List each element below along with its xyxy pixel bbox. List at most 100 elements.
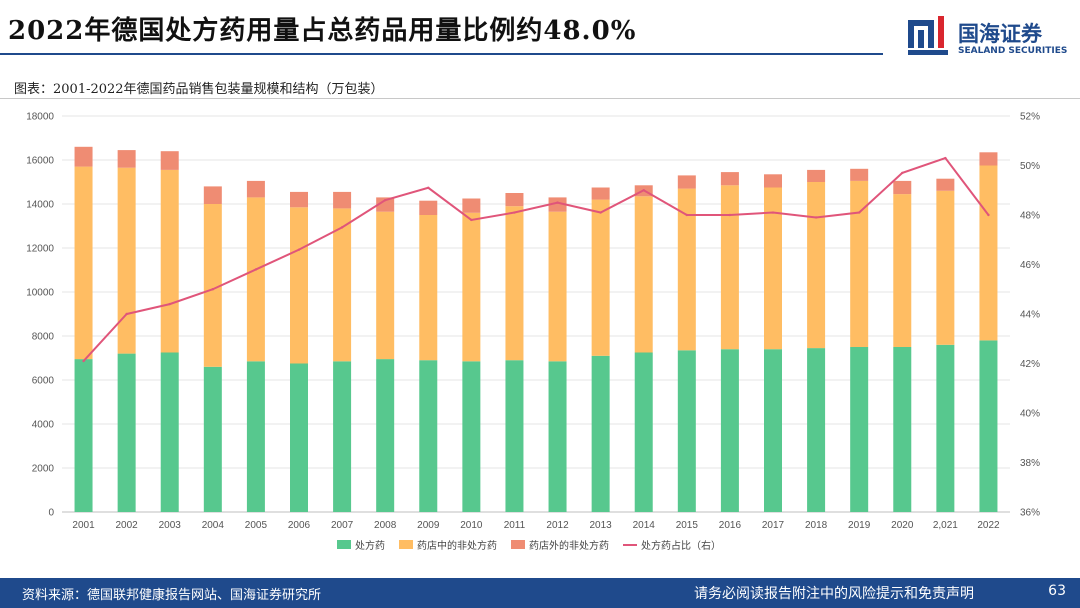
bar-rx-2017: [764, 349, 782, 512]
bar-rx-2009: [419, 360, 438, 512]
left-axis-tick-label: 18000: [26, 112, 54, 123]
bar-rx-2022: [979, 340, 998, 512]
x-axis-tick-label: 2011: [504, 520, 526, 531]
right-axis-tick-label: 48%: [1020, 211, 1040, 222]
footer-bar: 资料来源：德国联邦健康报告网站、国海证券研究所 请务必阅读报告附注中的风险提示和…: [0, 578, 1080, 608]
legend-label: 处方药占比（右）: [641, 539, 721, 552]
bar-otc-outside-2009: [419, 200, 438, 215]
bar-otc-pharmacy-2011: [505, 206, 524, 361]
bar-otc-pharmacy-2017: [764, 187, 782, 350]
x-axis-tick-label: 2006: [288, 520, 311, 531]
legend-swatch: [511, 540, 525, 549]
bar-otc-pharmacy-2006: [290, 207, 308, 364]
bar-otc-pharmacy-2014: [634, 196, 653, 353]
bar-otc-pharmacy-2012: [548, 211, 567, 362]
x-axis-tick-label: 2020: [891, 520, 914, 531]
x-axis-tick-label: 2003: [159, 520, 182, 531]
ratio-point-2005: [254, 268, 258, 271]
bar-rx-2010: [462, 361, 481, 512]
x-axis-tick-label: 2016: [719, 520, 742, 531]
right-axis-tick-label: 36%: [1020, 508, 1040, 519]
ratio-point-2007: [340, 226, 344, 229]
bar-rx-2013: [591, 355, 610, 512]
x-axis-tick-label: 2002: [116, 520, 139, 531]
right-axis-tick-label: 42%: [1020, 359, 1040, 370]
ratio-point-2019: [857, 211, 861, 214]
x-axis-tick-label: 2017: [762, 520, 785, 531]
title-divider: [0, 53, 883, 55]
legend-swatch: [337, 540, 351, 549]
bar-rx-2015: [677, 350, 696, 512]
left-axis-tick-label: 6000: [32, 376, 55, 387]
ratio-point-2020: [901, 171, 904, 175]
bar-otc-outside-2008: [376, 197, 395, 212]
bar-otc-outside-2015: [677, 175, 696, 189]
bar-rx-2,021: [936, 344, 955, 512]
page-number: 63: [1048, 583, 1066, 599]
left-axis-tick-label: 12000: [26, 244, 54, 255]
right-axis-tick-label: 50%: [1020, 161, 1040, 172]
bar-rx-2012: [548, 361, 567, 512]
x-axis-tick-label: 2012: [546, 520, 569, 531]
bar-otc-pharmacy-2018: [807, 182, 826, 349]
x-axis-tick-label: 2014: [633, 520, 656, 531]
bar-otc-outside-2013: [591, 187, 610, 200]
ratio-point-2012: [556, 201, 559, 204]
legend-swatch: [399, 540, 413, 549]
right-axis-tick-label: 52%: [1020, 112, 1040, 123]
right-axis-tick-label: 40%: [1020, 409, 1040, 420]
bar-otc-outside-2005: [246, 180, 265, 198]
x-axis-tick-label: 2018: [805, 520, 828, 531]
bar-otc-outside-2010: [462, 198, 481, 213]
bar-otc-outside-2022: [979, 152, 998, 166]
ratio-line: [82, 156, 990, 362]
ratio-point-2003: [168, 302, 171, 306]
x-axis-tick-label: 2010: [460, 520, 483, 531]
ratio-point-2013: [599, 211, 602, 214]
right-axis-tick-label: 46%: [1020, 260, 1040, 271]
right-axis-tick-label: 44%: [1020, 310, 1040, 321]
bar-otc-outside-2006: [290, 191, 308, 208]
logo-name: 国海证券: [958, 22, 1042, 46]
page-title: 2022年德国处方药用量占总药品用量比例约48.0%: [8, 16, 637, 46]
bar-otc-outside-2011: [505, 193, 524, 207]
ratio-point-2009: [427, 186, 430, 189]
ratio-point-2004: [211, 288, 215, 291]
logo-subtitle: SEALAND SECURITIES: [958, 46, 1068, 56]
bar-otc-pharmacy-2003: [160, 169, 179, 353]
source-note: 资料来源：德国联邦健康报告网站、国海证券研究所: [22, 588, 322, 603]
stacked-bar-line-chart: 0 2000 4000 6000 8000 10000 12000 14000 16000 180…: [26, 112, 1040, 553]
bar-rx-2002: [117, 353, 136, 512]
bar-otc-pharmacy-2009: [419, 215, 438, 361]
bar-otc-outside-2016: [720, 172, 739, 186]
ratio-point-2015: [685, 213, 689, 217]
x-axis-tick-label: 2005: [245, 520, 268, 531]
bar-rx-2004: [203, 366, 222, 512]
bar-otc-outside-2003: [160, 151, 179, 170]
bar-rx-2019: [850, 347, 869, 512]
bar-rx-2006: [290, 363, 308, 512]
bar-otc-pharmacy-2013: [591, 199, 610, 356]
bar-otc-outside-2002: [117, 150, 136, 168]
bar-otc-pharmacy-2022: [979, 165, 998, 341]
bar-rx-2005: [246, 361, 265, 512]
bar-otc-outside-2,021: [936, 178, 955, 191]
bar-rx-2007: [333, 361, 352, 512]
ratio-point-2017: [771, 211, 775, 214]
ratio-point-2018: [814, 216, 818, 219]
company-logo: 国海证券 SEALAND SECURITIES: [908, 16, 1068, 60]
x-axis-tick-label: 2008: [374, 520, 397, 531]
sealand-logo-icon: [908, 16, 948, 55]
ratio-point-2016: [728, 213, 732, 217]
bar-otc-pharmacy-2015: [677, 188, 696, 351]
bar-rx-2008: [376, 359, 395, 512]
bar-rx-2018: [807, 348, 826, 512]
bar-otc-pharmacy-2004: [203, 204, 222, 367]
ratio-point-2014: [642, 189, 645, 192]
bar-rx-2014: [634, 352, 653, 512]
bar-otc-outside-2001: [74, 146, 93, 167]
bar-otc-pharmacy-2,021: [936, 190, 955, 345]
x-axis-tick-label: 2009: [417, 520, 440, 531]
bar-otc-outside-2020: [893, 180, 912, 195]
left-axis-tick-label: 2000: [32, 464, 55, 475]
